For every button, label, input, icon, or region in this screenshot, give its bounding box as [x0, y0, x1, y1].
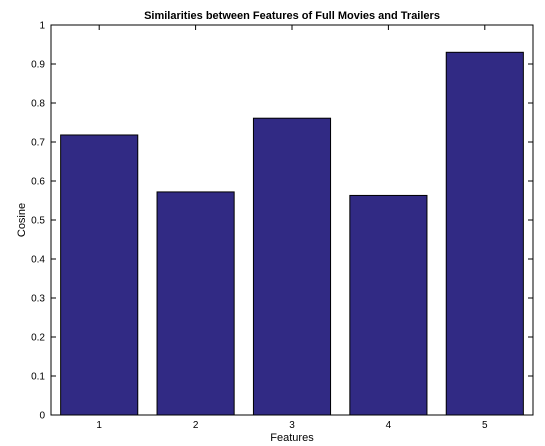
bar-feature-3: [252, 117, 332, 416]
x-tick-label: 2: [193, 420, 199, 431]
x-tick-label: 1: [96, 420, 102, 431]
bar-feature-4: [349, 194, 428, 416]
y-tick-label: 0.7: [31, 138, 45, 149]
x-tick-label: 4: [386, 420, 392, 431]
y-tick-label: 0.5: [31, 216, 45, 227]
y-tick-label: 0.6: [31, 177, 45, 188]
x-tick-label: 3: [289, 420, 295, 431]
y-tick-label: 0.4: [31, 255, 45, 266]
bar-feature-2: [156, 191, 235, 416]
y-tick-label: 0: [39, 411, 45, 422]
y-tick-label: 0.2: [31, 333, 45, 344]
x-tick-label: 5: [482, 420, 488, 431]
y-tick-label: 0.9: [31, 60, 45, 71]
y-tick-label: 0.1: [31, 372, 45, 383]
y-tick-label: 0.3: [31, 294, 45, 305]
bars-group: [60, 51, 524, 416]
y-tick-label: 0.8: [31, 99, 45, 110]
y-tick-label: 1: [39, 21, 45, 32]
bar-feature-5: [445, 51, 524, 416]
y-axis: 0 0.1 0.2 0.3 0.4 0.5 0.6 0.7 0.8 0.9 1: [31, 21, 533, 422]
x-axis-label: Features: [270, 432, 314, 444]
y-axis-label: Cosine: [16, 203, 28, 237]
chart-title: Similarities between Features of Full Mo…: [144, 10, 440, 22]
bar-feature-1: [60, 134, 139, 416]
